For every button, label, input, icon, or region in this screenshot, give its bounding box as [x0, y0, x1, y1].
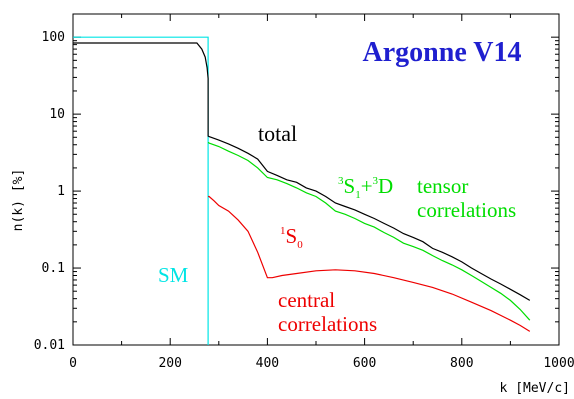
label-tensor-line1: tensor	[417, 174, 468, 198]
label-sm: SM	[158, 263, 189, 287]
label-tensor-line2: correlations	[417, 198, 516, 222]
x-tick-label: 400	[256, 356, 279, 371]
x-tick-label: 600	[353, 356, 376, 371]
x-tick-label: 800	[450, 356, 473, 371]
label-central-line2: correlations	[278, 312, 377, 336]
label-tensor-sup-a: 3	[338, 175, 344, 187]
x-tick-label: 0	[69, 356, 77, 371]
y-tick-label: 1	[57, 184, 65, 199]
label-tensor-d: D	[378, 174, 393, 198]
label-tensor-sub: 1	[355, 189, 361, 201]
chart-title: Argonne V14	[363, 37, 522, 68]
series-line-tensor	[207, 141, 531, 321]
x-axis-title: k [MeV/c]	[500, 381, 570, 396]
y-tick-label: 100	[42, 30, 65, 45]
y-tick-label: 0.01	[34, 338, 65, 353]
series-line-central	[208, 195, 531, 332]
label-central-sup: 1	[280, 225, 286, 237]
y-axis-title: n(k) [%]	[11, 169, 26, 232]
label-central-s: S	[286, 224, 298, 248]
label-tensor-s: S	[344, 174, 356, 198]
x-tick-label: 200	[158, 356, 181, 371]
label-total: total	[258, 121, 297, 146]
y-tick-label: 10	[49, 107, 65, 122]
label-central-state: 1S0	[280, 224, 303, 251]
label-tensor-sup-b: 3	[373, 175, 379, 187]
x-tick-label: 1000	[543, 356, 574, 371]
label-tensor-plus: +	[361, 174, 373, 198]
label-tensor-states: 3S1+3D	[338, 174, 393, 201]
label-central-line1: central	[278, 288, 335, 312]
y-tick-label: 0.1	[42, 261, 65, 276]
series-layer	[73, 36, 531, 345]
series-line-sm	[73, 36, 209, 345]
series-line-total	[73, 42, 531, 301]
label-central-sub: 0	[297, 239, 303, 251]
